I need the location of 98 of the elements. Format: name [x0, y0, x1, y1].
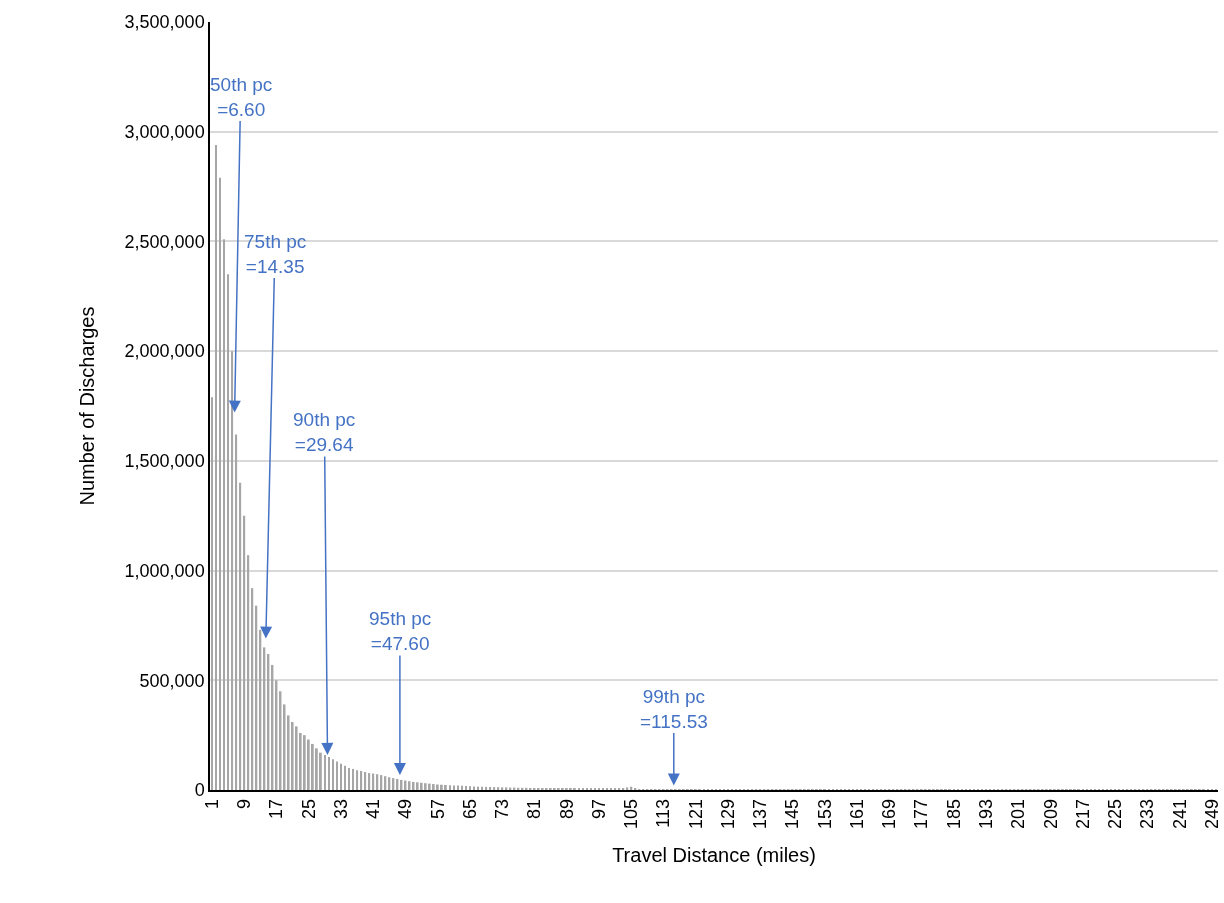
x-tick-label: 145 [782, 798, 803, 829]
x-axis-title: Travel Distance (miles) [612, 844, 816, 866]
bar [501, 787, 504, 790]
x-tick-label: 25 [298, 798, 319, 819]
bar [215, 144, 217, 790]
bar [376, 774, 379, 790]
x-tick-label: 217 [1072, 798, 1093, 829]
bar [307, 739, 310, 790]
x-tick-label: 177 [911, 798, 932, 829]
bar [444, 784, 447, 790]
x-tick-label: 9 [234, 798, 255, 809]
x-tick-label: 1 [201, 798, 222, 809]
annotation: 99th pc =115.53 [640, 686, 708, 732]
y-tick-label: 1,000,000 [124, 560, 205, 581]
bar [332, 759, 334, 790]
x-tick-label: 209 [1040, 798, 1061, 829]
bar [416, 782, 419, 790]
bar [424, 783, 427, 790]
bar [315, 748, 318, 790]
x-tick-label: 17 [266, 798, 287, 819]
annotation: 90th pc =29.64 [293, 409, 356, 455]
x-tick-label: 89 [556, 798, 577, 819]
x-tick-label: 97 [588, 798, 609, 819]
bar [219, 177, 221, 790]
x-tick-label: 129 [717, 798, 738, 829]
x-tick-label: 81 [524, 798, 545, 819]
bar [412, 781, 415, 790]
x-tick-label: 137 [750, 798, 771, 829]
x-tick-label: 41 [363, 798, 384, 819]
bar [420, 782, 423, 790]
y-tick-label: 3,000,000 [124, 122, 205, 143]
x-tick-label: 57 [427, 798, 448, 819]
bar [328, 757, 330, 790]
bar [453, 785, 455, 790]
bar [473, 786, 475, 790]
bar [432, 784, 435, 790]
bar [449, 785, 451, 790]
bar [461, 785, 463, 790]
bar [626, 787, 629, 790]
bar [303, 735, 306, 790]
x-tick-label: 49 [395, 798, 416, 819]
bar [235, 434, 238, 790]
y-tick-label: 2,500,000 [124, 231, 205, 252]
bar [243, 515, 246, 790]
bar [344, 765, 346, 790]
x-tick-label: 201 [1008, 798, 1029, 829]
x-tick-label: 105 [621, 798, 642, 829]
bar [295, 726, 298, 790]
bar [227, 274, 230, 790]
bar [505, 787, 508, 790]
bar [319, 752, 322, 790]
bar [436, 784, 439, 790]
bar [469, 786, 471, 790]
y-tick-label: 3,500,000 [124, 12, 205, 33]
bar [283, 704, 286, 790]
x-tick-label: 161 [846, 798, 867, 829]
annotation: 95th pc =47.60 [369, 608, 432, 654]
x-tick-label: 241 [1169, 798, 1190, 829]
y-tick-label: 500,000 [139, 670, 205, 691]
bar [336, 761, 338, 790]
bar [211, 397, 213, 790]
bar [368, 773, 371, 790]
bar [340, 763, 342, 790]
x-tick-label: 169 [879, 798, 900, 829]
bar [324, 754, 326, 790]
x-tick-label: 113 [653, 798, 674, 828]
bar [364, 772, 367, 790]
bar [465, 786, 467, 790]
y-tick-label: 2,000,000 [124, 341, 205, 362]
bar [485, 786, 488, 790]
x-tick-label: 193 [976, 798, 997, 829]
bar [247, 555, 250, 790]
y-axis-title: Number of Discharges [75, 306, 98, 506]
x-tick-label: 225 [1105, 798, 1126, 829]
bar [356, 770, 359, 790]
bar [428, 783, 431, 790]
annotation: 75th pc =14.35 [244, 231, 307, 277]
x-tick-label: 65 [459, 798, 480, 819]
bar [440, 784, 443, 790]
x-tick-label: 121 [685, 798, 706, 829]
bar [493, 787, 496, 790]
x-tick-label: 249 [1201, 798, 1222, 829]
bar [352, 768, 355, 790]
x-tick-label: 233 [1137, 798, 1158, 829]
bar [497, 787, 500, 790]
x-tick-label: 153 [814, 798, 835, 829]
y-tick-label: 1,500,000 [124, 451, 205, 472]
bar [311, 743, 314, 790]
bar [231, 351, 234, 790]
x-tick-label: 73 [492, 798, 513, 819]
bar [239, 482, 242, 790]
bar [348, 768, 351, 790]
annotation: 50th pc =6.60 [210, 74, 273, 120]
bar [360, 770, 363, 790]
x-tick-label: 185 [943, 798, 964, 829]
y-tick-label: 0 [194, 780, 205, 801]
bar [223, 239, 226, 790]
x-tick-label: 33 [330, 798, 351, 819]
